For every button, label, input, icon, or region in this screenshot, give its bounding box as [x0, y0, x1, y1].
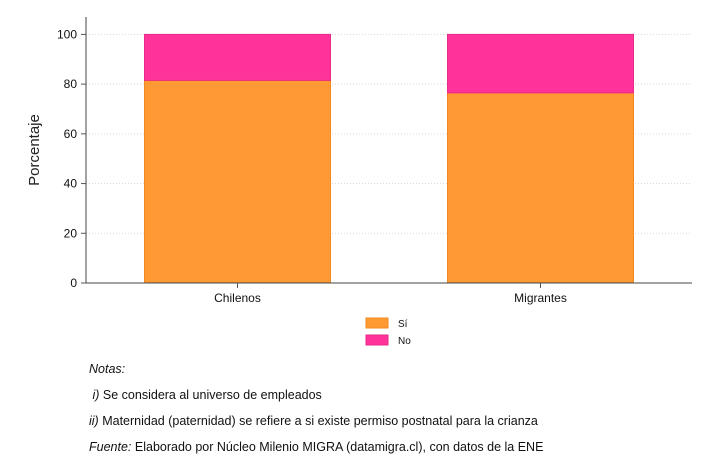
notes-block: Notas: i) Se considera al universo de em… — [89, 356, 543, 460]
legend-swatch-1 — [365, 334, 389, 346]
bars — [144, 33, 634, 284]
legend-label-1: No — [398, 336, 411, 347]
bar-chilenos-0 — [144, 79, 331, 284]
y-tick-label-40: 40 — [64, 177, 78, 191]
source-label: Fuente: — [89, 440, 132, 454]
y-tick-label-20: 20 — [64, 226, 78, 240]
x-tick-label-1: Migrantes — [514, 291, 567, 305]
note-2: ii) Maternidad (paternidad) se refiere a… — [89, 408, 543, 434]
stacked-bar-chart: 0 20 40 60 80 100 Chilenos Migrantes Porcentaj… — [26, 17, 692, 347]
axes — [85, 17, 692, 284]
note-2-marker: ii) — [89, 414, 99, 428]
legend-swatch-0 — [365, 317, 389, 329]
y-tick-label-60: 60 — [64, 127, 78, 141]
bar-chilenos-1 — [144, 33, 331, 81]
source: Fuente: Elaborado por Núcleo Milenio MIG… — [89, 434, 543, 460]
y-tick-label-0: 0 — [70, 276, 77, 290]
note-1-marker: i) — [92, 388, 100, 402]
legend: Sí No — [365, 317, 411, 347]
bar-migrantes-1 — [447, 33, 634, 94]
note-1-text: Se considera al universo de empleados — [102, 388, 322, 402]
source-text: Elaborado por Núcleo Milenio MIGRA (data… — [134, 440, 544, 454]
bar-migrantes-0 — [447, 92, 634, 284]
note-1: i) Se considera al universo de empleados — [89, 382, 543, 408]
y-tick-label-80: 80 — [64, 77, 78, 91]
note-2-text: Maternidad (paternidad) se refiere a si … — [102, 414, 538, 428]
x-tick-labels: Chilenos Migrantes — [214, 283, 567, 305]
notes-heading: Notas: — [89, 362, 126, 376]
legend-label-0: Sí — [398, 319, 408, 330]
x-tick-label-0: Chilenos — [214, 291, 261, 305]
y-axis-title: Porcentaje — [26, 114, 43, 186]
y-tick-labels: 0 20 40 60 80 100 — [57, 27, 86, 290]
y-tick-label-100: 100 — [57, 27, 77, 41]
